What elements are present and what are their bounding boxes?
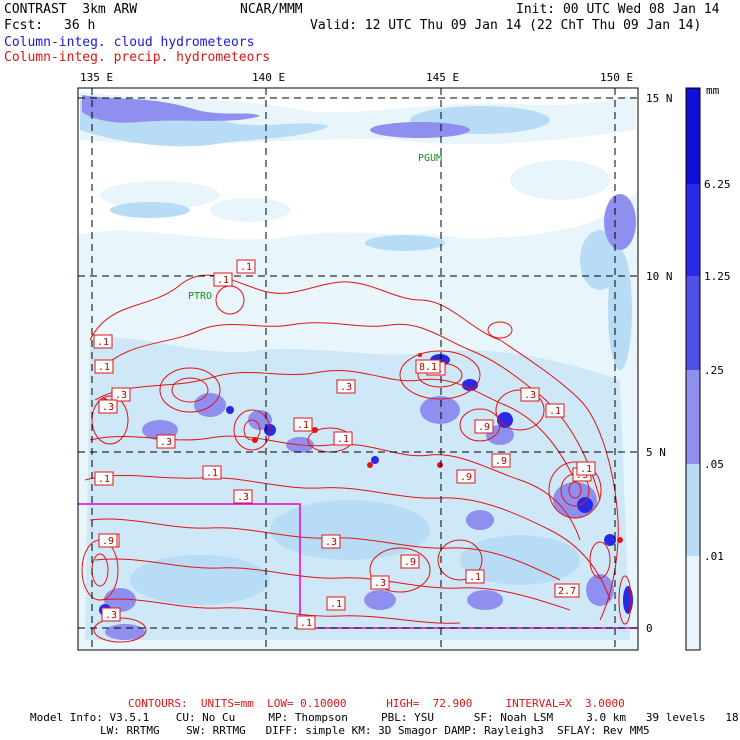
contour-label: 8.1 bbox=[419, 362, 437, 373]
contour-label-box bbox=[93, 334, 113, 349]
contour-label: .1 bbox=[98, 362, 110, 373]
lat-label: 10 N bbox=[646, 270, 673, 283]
contour-label: .1 bbox=[97, 337, 109, 348]
contour-label-box bbox=[94, 471, 114, 486]
colorbar-band bbox=[686, 370, 700, 464]
center-title: NCAR/MMM bbox=[240, 2, 303, 17]
contour-label-box bbox=[236, 259, 256, 274]
station-label: PGUM bbox=[418, 153, 442, 164]
contour-label: .1 bbox=[337, 434, 349, 445]
colorbar-band bbox=[686, 88, 700, 184]
forecast-map: 135 E 140 E 145 E 150 E 15 N 10 N 5 N 0 … bbox=[77, 71, 731, 651]
colorbar-band bbox=[686, 184, 700, 276]
map-frame bbox=[77, 87, 639, 651]
contour-label-box bbox=[400, 554, 420, 569]
contour-label-box bbox=[326, 596, 346, 611]
contour-label: .3 bbox=[340, 382, 352, 393]
model-info: Model Info: V3.5.1 CU: No Cu MP: Thompso… bbox=[30, 711, 740, 724]
contours-info: CONTOURS: UNITS=mm LOW= 0.10000 HIGH= 72… bbox=[128, 697, 625, 710]
colorbar-label: .01 bbox=[704, 550, 724, 563]
contour-label-box bbox=[465, 569, 485, 584]
lat-label: 0 bbox=[646, 622, 653, 635]
contour-label-box bbox=[415, 359, 441, 374]
contour-label: .1 bbox=[206, 468, 218, 479]
colorbar-label: 6.25 bbox=[704, 178, 731, 191]
contour-label-box bbox=[111, 387, 131, 402]
contour-label: .3 bbox=[237, 492, 249, 503]
contour-label-box bbox=[520, 387, 540, 402]
contour-label: .1 bbox=[98, 474, 110, 485]
colorbar-band bbox=[686, 464, 700, 556]
physics-info: LW: RRTMG SW: RRTMG DIFF: simple KM: 3D … bbox=[100, 724, 650, 737]
colorbar-label: .25 bbox=[704, 364, 724, 377]
lat-label: 5 N bbox=[646, 446, 666, 459]
contour-label-box bbox=[456, 469, 476, 484]
contour-label-box bbox=[202, 465, 222, 480]
contour-label: .1 bbox=[549, 406, 561, 417]
lon-label: 140 E bbox=[252, 71, 285, 84]
contour-label: .3 bbox=[374, 578, 386, 589]
contour-label: .9 bbox=[478, 422, 490, 433]
contour-label-box bbox=[321, 534, 341, 549]
contour-label-box bbox=[213, 272, 233, 287]
contour-label-box bbox=[98, 399, 118, 414]
contour-labels: .1.1.1.3.3.1.1.3.3.1.3.1.9.3.1.9.3.9.1.1… bbox=[93, 259, 596, 630]
contour-label: .3 bbox=[115, 390, 127, 401]
colorbar: mm 6.25 1.25 .25 .05 .01 bbox=[685, 84, 731, 651]
model-title: CONTRAST 3km ARW bbox=[4, 2, 138, 17]
valid-time: Valid: 12 UTC Thu 09 Jan 14 (22 ChT Thu … bbox=[310, 18, 702, 33]
contour-label: .9 bbox=[495, 456, 507, 467]
lon-label: 135 E bbox=[80, 71, 113, 84]
colorbar-unit: mm bbox=[706, 84, 720, 97]
contour-label-box bbox=[576, 461, 596, 476]
station-label: PTRO bbox=[188, 291, 212, 302]
contour-label: .1 bbox=[580, 464, 592, 475]
contour-label: .3 bbox=[325, 537, 337, 548]
contour-label-box bbox=[474, 419, 494, 434]
contour-label-box bbox=[554, 583, 580, 598]
contour-label: .1 bbox=[469, 572, 481, 583]
contour-label-box bbox=[98, 533, 118, 548]
contour-label-box bbox=[491, 453, 511, 468]
contour-label-box bbox=[156, 434, 176, 449]
contour-label: .1 bbox=[330, 599, 342, 610]
colorbar-label: .05 bbox=[704, 458, 724, 471]
colorbar-band bbox=[686, 556, 700, 650]
contour-label-box bbox=[293, 417, 313, 432]
forecast-hour: 36 h bbox=[64, 18, 96, 33]
contour-label: .1 bbox=[217, 275, 229, 286]
contour-label-box bbox=[545, 403, 565, 418]
contour-label-box bbox=[101, 607, 121, 622]
contour-label-box bbox=[233, 489, 253, 504]
contour-label-box bbox=[336, 379, 356, 394]
init-time: Init: 00 UTC Wed 08 Jan 14 bbox=[516, 2, 720, 17]
lon-label: 145 E bbox=[426, 71, 459, 84]
lat-label: 15 N bbox=[646, 92, 673, 105]
contour-label: .9 bbox=[404, 557, 416, 568]
contour-label: .3 bbox=[524, 390, 536, 401]
field-cloud-title: Column-integ. cloud hydrometeors bbox=[4, 35, 255, 50]
contour-label: 2.7 bbox=[558, 586, 576, 597]
contour-label: .9 bbox=[460, 472, 472, 483]
colorbar-label: 1.25 bbox=[704, 270, 731, 283]
contour-label-box bbox=[370, 575, 390, 590]
lon-label: 150 E bbox=[600, 71, 633, 84]
colorbar-band bbox=[686, 276, 700, 370]
contour-label: .9 bbox=[102, 536, 114, 547]
contour-label-box bbox=[94, 359, 114, 374]
contour-label-box bbox=[296, 615, 316, 630]
field-precip-title: Column-integ. precip. hydrometeors bbox=[4, 50, 271, 65]
contour-label: .3 bbox=[105, 610, 117, 621]
contour-label: .1 bbox=[297, 420, 309, 431]
contour-label: .3 bbox=[102, 402, 114, 413]
forecast-label: Fcst: bbox=[4, 18, 44, 33]
contour-label: .1 bbox=[240, 262, 252, 273]
contour-label-box bbox=[333, 431, 353, 446]
contour-label: .3 bbox=[160, 437, 172, 448]
contour-label: .1 bbox=[300, 618, 312, 629]
